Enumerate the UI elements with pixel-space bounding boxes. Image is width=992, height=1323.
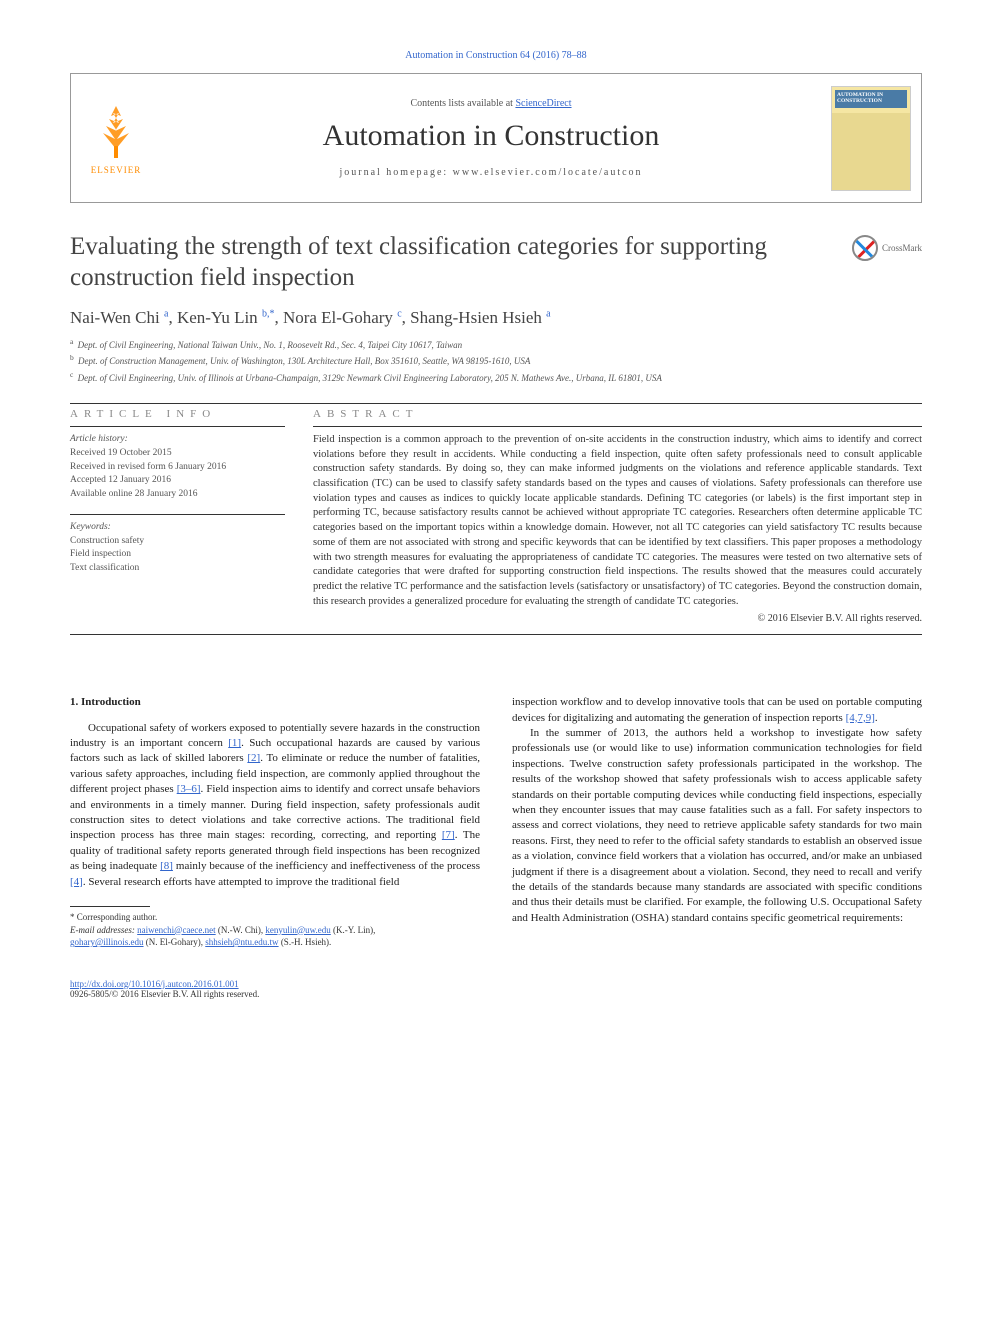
footnotes: * Corresponding author. E-mail addresses… (70, 911, 480, 949)
article-info-heading: article info (70, 408, 285, 420)
contents-prefix: Contents lists available at (410, 98, 515, 109)
intro-paragraph-1-cont: inspection workflow and to develop innov… (512, 695, 922, 726)
journal-homepage: journal homepage: www.elsevier.com/locat… (169, 167, 813, 178)
crossmark-badge[interactable]: CrossMark (852, 235, 922, 261)
body-col-right: inspection workflow and to develop innov… (512, 695, 922, 948)
cover-thumbnail: AUTOMATION IN CONSTRUCTION (831, 86, 911, 191)
info-abstract-row: article info Article history: Received 1… (70, 408, 922, 624)
affiliation-b-text: Dept. of Construction Management, Univ. … (78, 356, 530, 366)
ref-2-link[interactable]: [2] (247, 752, 260, 764)
email-label: E-mail addresses: (70, 925, 137, 935)
affiliation-b: b Dept. of Construction Management, Univ… (70, 352, 922, 369)
contents-available: Contents lists available at ScienceDirec… (169, 98, 813, 109)
footnote-separator (70, 906, 150, 907)
email-addresses: E-mail addresses: naiwenchi@caece.net (N… (70, 924, 480, 949)
header-center: Contents lists available at ScienceDirec… (161, 74, 821, 202)
affiliation-c-text: Dept. of Civil Engineering, Univ. of Ill… (78, 373, 662, 383)
ref-3-6-link[interactable]: [3–6] (177, 783, 201, 795)
abstract-text: Field inspection is a common approach to… (313, 426, 922, 609)
abstract-heading: abstract (313, 408, 922, 420)
affiliations: a Dept. of Civil Engineering, National T… (70, 336, 922, 386)
online-date: Available online 28 January 2016 (70, 489, 198, 499)
p2b: . (875, 712, 878, 724)
keyword-3: Text classification (70, 563, 139, 573)
divider-2 (70, 634, 922, 635)
history-label: Article history: (70, 434, 128, 444)
p1f: mainly because of the inefficiency and i… (173, 860, 480, 872)
article-title: Evaluating the strength of text classifi… (70, 231, 922, 294)
homepage-prefix: journal homepage: (339, 167, 452, 178)
article-history: Article history: Received 19 October 201… (70, 426, 285, 502)
page: Automation in Construction 64 (2016) 78–… (0, 0, 992, 1039)
ref-479-link[interactable]: [4,7,9] (846, 712, 875, 724)
crossmark-label: CrossMark (882, 243, 922, 253)
email-2-who: (K.-Y. Lin), (331, 925, 376, 935)
ref-4-link[interactable]: [4] (70, 876, 83, 888)
received-date: Received 19 October 2015 (70, 448, 172, 458)
intro-paragraph-2: In the summer of 2013, the authors held … (512, 726, 922, 926)
keywords-label: Keywords: (70, 522, 111, 532)
keywords-block: Keywords: Construction safety Field insp… (70, 514, 285, 576)
journal-header: ELSEVIER Contents lists available at Sci… (70, 73, 922, 203)
citation-line: Automation in Construction 64 (2016) 78–… (70, 50, 922, 61)
keyword-1: Construction safety (70, 536, 144, 546)
email-3[interactable]: gohary@illinois.edu (70, 937, 144, 947)
crossmark-icon (852, 235, 878, 261)
ref-1-link[interactable]: [1] (228, 737, 241, 749)
section-1-heading: 1. Introduction (70, 695, 480, 710)
affiliation-a: a Dept. of Civil Engineering, National T… (70, 336, 922, 353)
email-3-who: (N. El-Gohary), (144, 937, 206, 947)
publisher-name: ELSEVIER (91, 165, 142, 175)
p1g: . Several research efforts have attempte… (83, 876, 400, 888)
body-columns: 1. Introduction Occupational safety of w… (70, 695, 922, 948)
homepage-url: www.elsevier.com/locate/autcon (453, 167, 643, 178)
accepted-date: Accepted 12 January 2016 (70, 475, 171, 485)
email-4[interactable]: shhsieh@ntu.edu.tw (205, 937, 278, 947)
intro-paragraph-1: Occupational safety of workers exposed t… (70, 721, 480, 890)
ref-8-link[interactable]: [8] (160, 860, 173, 872)
body-col-left: 1. Introduction Occupational safety of w… (70, 695, 480, 948)
article-info-col: article info Article history: Received 1… (70, 408, 285, 624)
email-4-who: (S.-H. Hsieh). (279, 937, 332, 947)
corresponding-author-note: * Corresponding author. (70, 911, 480, 924)
sciencedirect-link[interactable]: ScienceDirect (515, 98, 571, 109)
page-footer: http://dx.doi.org/10.1016/j.autcon.2016.… (70, 979, 922, 999)
email-2[interactable]: kenyulin@uw.edu (265, 925, 330, 935)
journal-name: Automation in Construction (169, 119, 813, 153)
author-list: Nai-Wen Chi a, Ken-Yu Lin b,*, Nora El-G… (70, 308, 922, 328)
copyright-line: © 2016 Elsevier B.V. All rights reserved… (313, 613, 922, 624)
email-1-who: (N.-W. Chi), (216, 925, 266, 935)
abstract-col: abstract Field inspection is a common ap… (313, 408, 922, 624)
issn-copyright: 0926-5805/© 2016 Elsevier B.V. All right… (70, 989, 259, 999)
doi-link[interactable]: http://dx.doi.org/10.1016/j.autcon.2016.… (70, 979, 239, 989)
ref-7-link[interactable]: [7] (442, 829, 455, 841)
affiliation-c: c Dept. of Civil Engineering, Univ. of I… (70, 369, 922, 386)
cover-title-text: AUTOMATION IN CONSTRUCTION (837, 92, 910, 104)
email-1[interactable]: naiwenchi@caece.net (137, 925, 216, 935)
elsevier-tree-icon (91, 101, 141, 161)
journal-cover: AUTOMATION IN CONSTRUCTION (821, 74, 921, 202)
affiliation-a-text: Dept. of Civil Engineering, National Tai… (78, 340, 463, 350)
revised-date: Received in revised form 6 January 2016 (70, 462, 226, 472)
publisher-logo: ELSEVIER (71, 74, 161, 202)
article-header: CrossMark Evaluating the strength of tex… (70, 231, 922, 385)
divider (70, 403, 922, 404)
keyword-2: Field inspection (70, 549, 131, 559)
